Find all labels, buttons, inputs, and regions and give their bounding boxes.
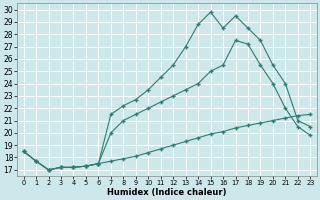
X-axis label: Humidex (Indice chaleur): Humidex (Indice chaleur) bbox=[107, 188, 227, 197]
